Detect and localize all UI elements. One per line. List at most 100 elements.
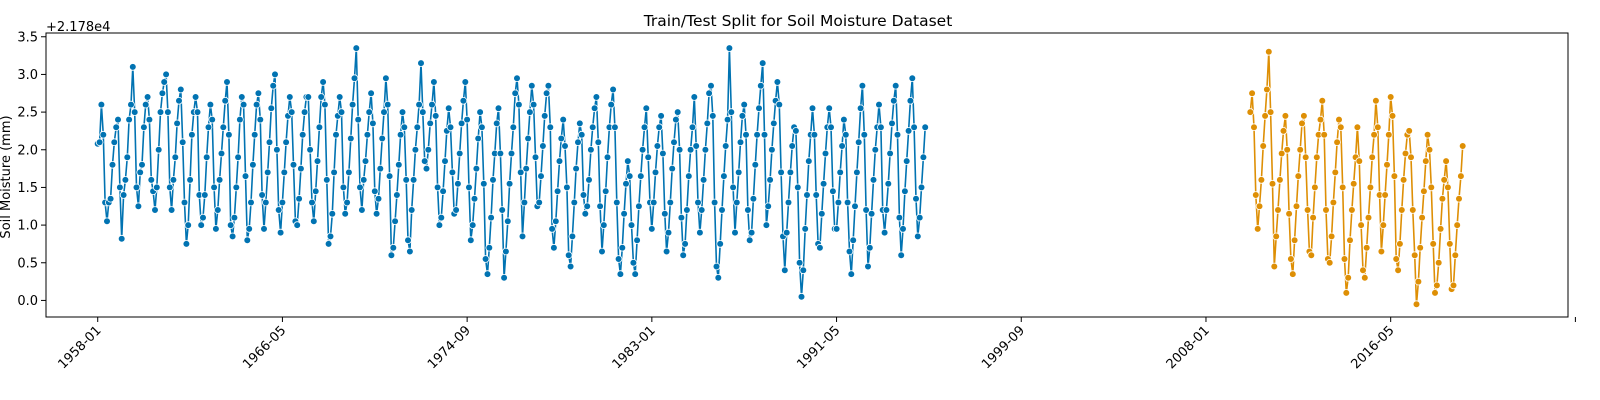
data-point [860,130,869,139]
data-point [478,123,486,131]
data-point [579,191,588,199]
data-point [191,93,200,101]
data-point [725,44,734,52]
data-point [825,104,833,113]
data-point [1298,119,1306,128]
data-point [1362,243,1371,252]
data-point [906,97,915,105]
data-point [1396,240,1404,248]
data-point [383,100,392,109]
data-point [365,108,374,116]
data-point [361,157,370,165]
y-tick-label: 2.5 [17,106,38,121]
data-point [258,191,266,199]
data-point [1340,255,1349,263]
data-point [1253,225,1262,233]
data-point [112,123,120,131]
data-point [574,138,582,147]
data-point [919,153,928,162]
data-point [714,273,723,282]
data-point [599,221,608,229]
data-point [385,172,394,180]
x-axis: 1958-01 1966-05 1974-09 1983-01 1991-05 1999-… [56,317,1576,372]
data-point [642,104,651,113]
data-point [332,130,340,139]
data-point [535,198,543,207]
data-point [169,176,178,184]
data-point [1283,146,1291,154]
data-point [1292,202,1301,211]
data-point [106,194,115,203]
data-point [843,198,852,207]
data-point [437,213,446,222]
data-point [271,70,279,79]
data-point [358,206,366,214]
data-point [341,210,350,218]
data-point [201,191,209,199]
data-point [151,206,159,214]
data-point [466,236,475,245]
data-point [1263,85,1271,94]
data-point [629,258,638,267]
data-point [1307,251,1316,260]
data-point [557,134,566,143]
data-point [834,198,843,207]
data-point [225,130,233,139]
data-point [1407,153,1415,162]
data-point [354,115,363,124]
data-point [1446,240,1454,248]
data-point [625,172,634,180]
data-point [853,168,861,177]
data-point [612,198,621,207]
data-point [1274,206,1282,214]
data-point [869,176,878,184]
data-point [1442,157,1450,165]
data-point [513,74,521,82]
data-point [686,146,695,154]
data-point [710,198,719,207]
data-point [1388,112,1397,120]
data-point [308,198,316,207]
data-point [886,149,894,158]
data-point [343,198,351,207]
data-point [1416,243,1424,252]
data-point [913,232,922,241]
data-point [206,100,215,109]
data-point [108,161,117,169]
data-point [226,221,235,229]
data-point [389,243,398,252]
y-tick-label: 0.5 [17,256,38,271]
data-point [178,138,187,147]
data-point [485,243,494,252]
data-point [1337,123,1345,131]
data-point [659,149,667,158]
data-point [664,228,673,237]
data-point [402,176,411,184]
data-point [751,161,760,169]
data-point [673,108,682,116]
y-tick-label: 1.0 [17,219,38,234]
data-point [590,104,599,113]
data-point [1455,194,1463,203]
data-point [407,206,416,214]
data-point [729,183,737,192]
data-point [125,115,133,124]
data-point [431,112,440,120]
data-point [348,100,357,109]
data-point [768,146,776,154]
data-point [1318,97,1327,105]
data-point [1289,270,1297,278]
data-point [487,213,495,222]
data-point [548,225,556,233]
data-point [293,221,302,229]
data-point [158,89,167,98]
data-point [871,146,880,154]
data-point [531,153,540,162]
data-point [472,164,481,173]
data-point [845,247,854,256]
data-point [784,198,793,207]
data-point [1355,157,1364,165]
y-axis: 0.0 0.5 1.0 1.5 2.0 2.5 3.0 3.5 [17,30,46,309]
data-point [1331,168,1340,177]
data-point [197,221,206,229]
